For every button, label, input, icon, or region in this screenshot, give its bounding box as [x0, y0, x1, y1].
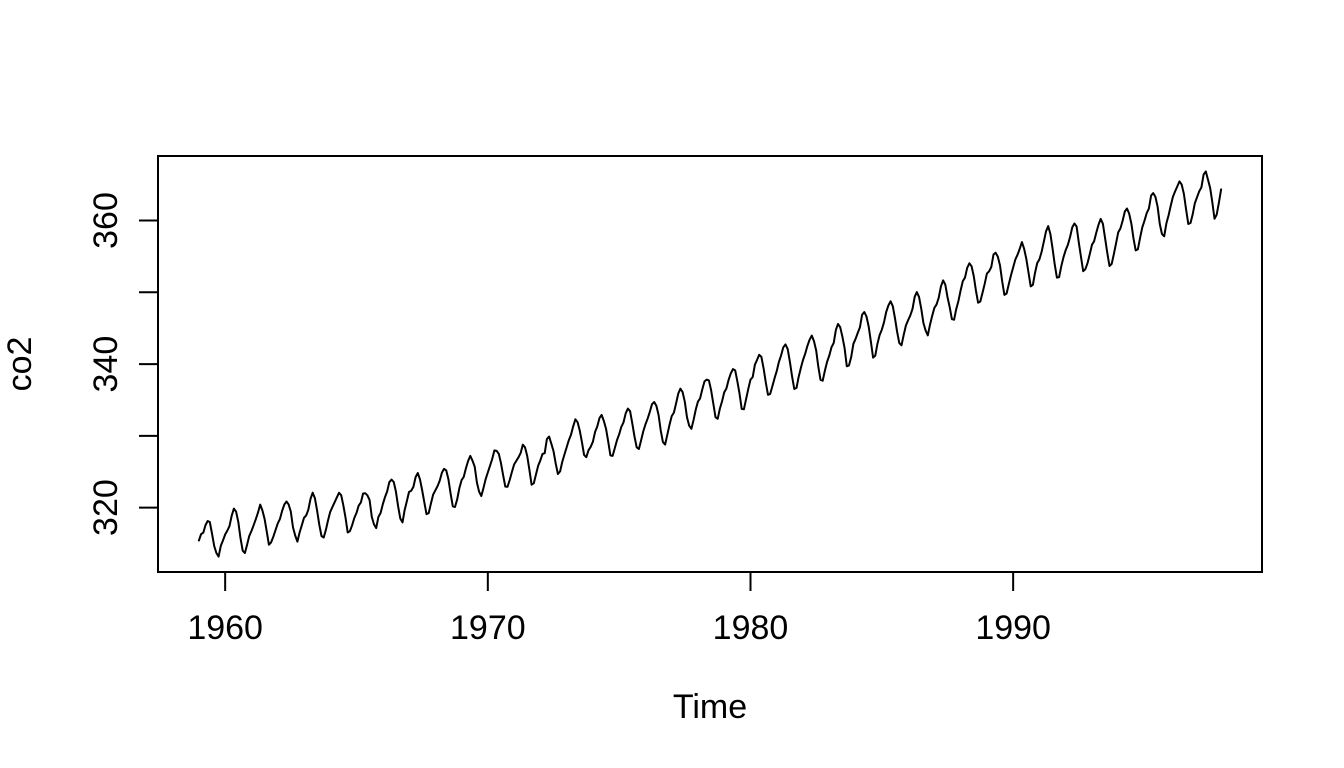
- x-axis-tick-label: 1980: [713, 609, 789, 647]
- y-axis-tick-label: 320: [87, 479, 125, 536]
- series-layer: [197, 170, 1223, 558]
- x-axis-title: Time: [673, 688, 747, 726]
- plot-box: [157, 155, 1263, 573]
- x-axis-tick-label: 1970: [450, 609, 526, 647]
- axes-layer: 1960 1970 1980 1990 320 340 360: [87, 155, 1263, 647]
- x-axis-tick-label: 1960: [187, 609, 263, 647]
- series-line-co2: [197, 170, 1223, 558]
- y-axis-tick-label: 360: [87, 192, 125, 249]
- y-axis-title: co2: [1, 337, 39, 392]
- x-axis-tick-label: 1990: [975, 609, 1051, 647]
- y-axis-tick-label: 340: [87, 336, 125, 393]
